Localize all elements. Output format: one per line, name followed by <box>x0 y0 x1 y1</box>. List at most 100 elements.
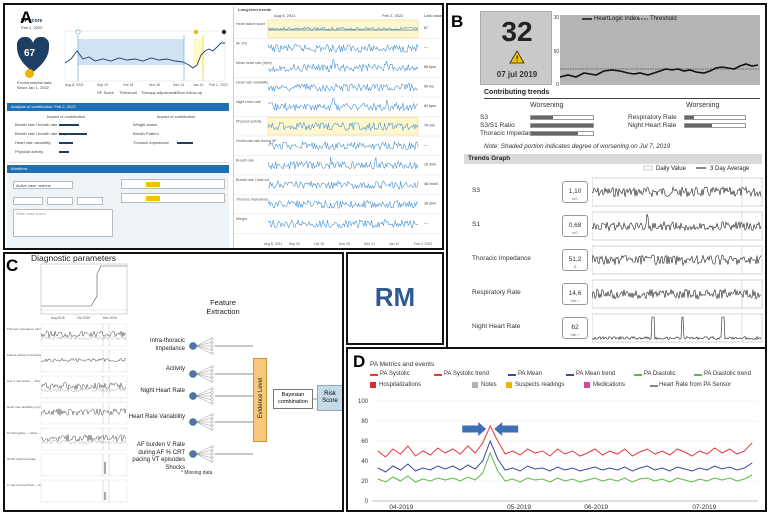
case-row-1 <box>121 179 225 189</box>
left-item-0: Breath rate / breath rate <box>15 122 58 127</box>
feature-label: Activity <box>165 366 185 372</box>
rm-panel: RM <box>346 252 444 345</box>
trend-row-label: Breath rate <box>236 159 254 163</box>
series-point-2 <box>385 481 386 483</box>
series-point-1 <box>519 470 521 472</box>
series-point-0 <box>385 456 386 458</box>
d-y-tick: 80 <box>361 419 368 425</box>
diag-row-line <box>40 357 127 363</box>
series-point-1 <box>385 471 386 473</box>
trend-graph-unit: mG <box>572 197 578 201</box>
series-point-1 <box>609 467 611 469</box>
trend-x-tick: Aug 8, 2021 <box>264 242 282 246</box>
series-point-2 <box>579 481 581 483</box>
series-point-2 <box>594 477 596 479</box>
diag-row-line <box>40 407 127 416</box>
series-point-2 <box>415 481 416 483</box>
diag-row-line <box>40 330 127 338</box>
series-point-2 <box>489 452 491 454</box>
panel-d: D PA Metrics and events PA Systolic PA Sy… <box>346 347 767 512</box>
series-point-0 <box>676 448 678 450</box>
series-point-0 <box>669 454 671 456</box>
diag-row-label: % Pacing/day — Atrial — Ventricular <box>7 431 56 435</box>
series-point-0 <box>631 455 633 457</box>
trend-row: Breath rate 16 /min <box>234 156 442 176</box>
trend-row: Night heart rate 60 bpm <box>234 98 442 117</box>
impact-header-left: Impact of contribution <box>47 114 86 119</box>
series-point-1 <box>482 460 484 462</box>
diag-row-label: Heart rate variability (ms) <box>7 405 41 409</box>
trends-graph-title: Trends Graph <box>468 155 511 162</box>
d-x-label: 04-2019 <box>389 504 413 511</box>
series-point-0 <box>706 453 708 455</box>
series-point-0 <box>400 453 401 455</box>
trends-date-end: Feb 2, 2022 <box>382 13 404 18</box>
risk-box: Risk Score <box>317 385 342 411</box>
impact-bar <box>59 133 87 135</box>
legend-avg: 3 Day Average <box>710 166 750 172</box>
trend-row-line <box>267 59 419 73</box>
env-date: Since Jan 1, 2022 <box>17 85 50 90</box>
d-y-tick: 100 <box>358 399 369 405</box>
diag-row: Patient activity (hours/day) <box>7 349 128 373</box>
workflow-select-4[interactable] <box>77 197 103 205</box>
trend-graph-plot <box>592 313 763 343</box>
case-tag-2 <box>146 196 160 201</box>
series-point-1 <box>392 465 394 467</box>
impact-header-right: Impact of contribution <box>157 114 196 119</box>
trend-row: Weight — <box>234 217 442 234</box>
legend-row1-item: PA Diastolic trend <box>704 371 751 377</box>
legend-row2-item: Medications <box>593 382 626 388</box>
case-notes-placeholder: Write case notes <box>16 211 46 216</box>
impact-bar <box>59 142 73 144</box>
series-point-2 <box>564 480 566 482</box>
analysis-body: Impact of contribution Impact of contrib… <box>7 111 229 163</box>
feature-title: Feature Extraction <box>206 298 240 316</box>
legend-swatch-line <box>566 374 574 376</box>
legend-therapy: Therapy adjustment <box>141 90 177 95</box>
legend-row2-item: Suspects readings <box>515 382 565 388</box>
series-point-2 <box>444 479 446 481</box>
case-notes-input[interactable]: Write case notes <box>13 209 113 237</box>
sun-icon <box>25 69 34 78</box>
trend-graph-label: S1 <box>472 221 480 228</box>
diag-row-label: V. rate during AT/AF — Avg/day — Max/day <box>7 483 65 487</box>
series-point-1 <box>459 469 461 471</box>
evidence-label: Evidence Level <box>258 377 264 419</box>
series-point-0 <box>407 445 409 447</box>
series-point-2 <box>497 470 499 472</box>
diag-x-tick: Aug 2016 <box>51 316 65 320</box>
legend-index: HeartLogic Index <box>594 16 639 22</box>
diagnostic-charts: Aug 2016 Oct 2016 Dec 2016 Thoracic impedan… <box>7 263 128 503</box>
panel-c-label: C <box>6 256 19 275</box>
series-point-2 <box>617 480 618 482</box>
series-point-1 <box>579 470 581 472</box>
series-point-1 <box>587 468 588 470</box>
trend-row-value: 18 ohm <box>424 202 436 206</box>
workflow-status-select[interactable]: Active case undone <box>13 181 73 189</box>
series-point-0 <box>489 425 491 427</box>
workflow-title: Workflow <box>11 166 28 171</box>
series-point-1 <box>534 468 536 470</box>
trend-graph-plot <box>592 211 763 241</box>
contrib-title: Contributing trends <box>484 89 550 96</box>
series-point-1 <box>572 467 573 469</box>
workflow-select-2[interactable] <box>13 197 43 205</box>
workflow-select-3[interactable] <box>47 197 73 205</box>
series-point-1 <box>400 469 401 471</box>
trend-graph-plot <box>592 279 763 309</box>
trend-row-line <box>267 156 419 171</box>
series-point-0 <box>564 453 566 455</box>
legend-swatch-line <box>434 374 442 376</box>
legend-swatch-box <box>370 382 376 388</box>
series-point-2 <box>400 480 401 482</box>
trend-graph-value-box: 62 min⁻¹ <box>562 317 588 339</box>
series-point-2 <box>557 477 558 479</box>
hf-score-badge <box>17 37 49 72</box>
diag-row: AT/AF total hours/day <box>7 453 128 477</box>
legend-row2-item: Notes <box>481 382 497 388</box>
series-point-2 <box>669 481 671 483</box>
series-point-2 <box>474 479 476 481</box>
series-point-2 <box>452 477 454 479</box>
series-point-2 <box>721 479 723 481</box>
